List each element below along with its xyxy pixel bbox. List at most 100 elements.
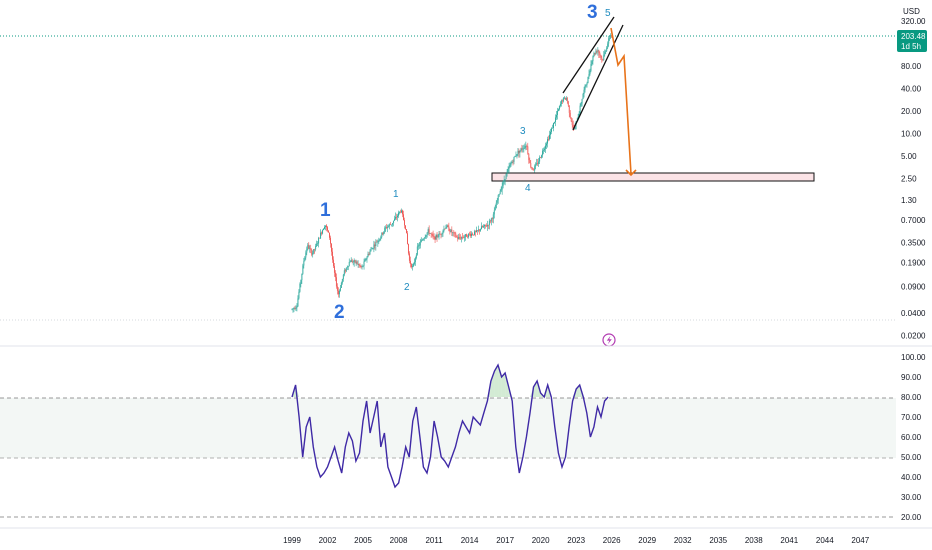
candle bbox=[397, 213, 399, 222]
candle bbox=[432, 230, 434, 240]
rsi-axis[interactable]: 100.00 90.00 80.00 70.00 60.00 50.00 40.00 30.0… bbox=[901, 353, 926, 522]
wave-label-small-3: 3 bbox=[520, 126, 526, 137]
candle bbox=[298, 289, 300, 300]
candle bbox=[521, 144, 523, 153]
candle bbox=[447, 224, 449, 228]
candle bbox=[501, 182, 503, 195]
candle bbox=[502, 180, 504, 189]
candle bbox=[437, 234, 439, 238]
time-tick-label: 2026 bbox=[603, 536, 621, 545]
price-axis[interactable]: USD 320.00160.0080.0040.0020.0010.005.00… bbox=[897, 7, 927, 341]
candle bbox=[350, 257, 352, 262]
candle bbox=[382, 232, 384, 236]
candle bbox=[497, 194, 499, 204]
candle bbox=[479, 229, 480, 235]
price-tick-label: 40.00 bbox=[901, 85, 922, 94]
candle bbox=[591, 59, 593, 66]
candle bbox=[542, 148, 544, 158]
candle bbox=[508, 162, 510, 174]
candle bbox=[407, 243, 409, 256]
price-tick-label: 0.0400 bbox=[901, 309, 926, 318]
candle bbox=[349, 260, 351, 263]
candle bbox=[581, 98, 583, 107]
candle bbox=[475, 230, 476, 237]
candle bbox=[533, 168, 535, 171]
projection-arrowhead bbox=[625, 169, 637, 177]
candle bbox=[535, 162, 537, 170]
candle bbox=[391, 224, 393, 227]
candle bbox=[386, 223, 388, 230]
rsi-band bbox=[0, 398, 896, 458]
candle bbox=[408, 251, 410, 264]
candle bbox=[422, 238, 424, 241]
price-tick-label: 5.00 bbox=[901, 152, 917, 161]
candle bbox=[461, 236, 463, 243]
candle bbox=[520, 147, 522, 152]
candle bbox=[365, 258, 367, 261]
candle bbox=[490, 217, 492, 226]
candle bbox=[538, 158, 540, 167]
candle bbox=[522, 145, 524, 153]
candle bbox=[436, 232, 438, 242]
candle bbox=[405, 225, 406, 230]
candle bbox=[511, 159, 513, 164]
candle bbox=[560, 99, 562, 107]
candle bbox=[291, 308, 293, 311]
candle bbox=[562, 97, 564, 103]
candle bbox=[480, 222, 482, 230]
candle bbox=[544, 146, 546, 152]
candle bbox=[597, 47, 599, 56]
candle bbox=[375, 239, 377, 251]
candle bbox=[390, 221, 392, 225]
candle bbox=[352, 260, 354, 266]
support-zone-box[interactable] bbox=[491, 172, 815, 182]
candle bbox=[411, 263, 413, 271]
candle bbox=[373, 240, 375, 253]
candle bbox=[516, 154, 518, 159]
rsi-tick-label: 30.00 bbox=[901, 493, 922, 502]
candle bbox=[563, 96, 565, 100]
time-tick-label: 2005 bbox=[354, 536, 372, 545]
candle bbox=[552, 124, 553, 129]
candle bbox=[324, 225, 326, 230]
candle bbox=[317, 241, 319, 247]
candle bbox=[453, 230, 455, 237]
candle bbox=[464, 234, 466, 242]
candle bbox=[537, 158, 539, 167]
candle bbox=[510, 161, 512, 167]
candle bbox=[480, 228, 481, 232]
price-tick-label: 0.1900 bbox=[901, 258, 926, 267]
candle bbox=[368, 252, 370, 256]
candle bbox=[383, 231, 385, 236]
candle bbox=[410, 263, 412, 269]
candle bbox=[506, 169, 508, 177]
wedge-lower-line[interactable] bbox=[572, 24, 624, 131]
time-axis[interactable]: 1999 2002 2005 2008 2011 2014 2017 2020 2023 2026… bbox=[283, 536, 870, 545]
candle bbox=[579, 103, 581, 115]
candle bbox=[608, 35, 610, 47]
projection-path[interactable] bbox=[610, 27, 632, 175]
candle bbox=[299, 282, 301, 293]
candle bbox=[610, 33, 612, 40]
candle bbox=[418, 242, 420, 249]
candle bbox=[313, 249, 315, 255]
candle bbox=[357, 260, 359, 268]
candle bbox=[564, 97, 566, 100]
candle bbox=[469, 231, 471, 236]
event-icon[interactable] bbox=[602, 333, 616, 347]
candle bbox=[409, 256, 411, 268]
candle bbox=[492, 212, 494, 224]
candle bbox=[367, 251, 369, 258]
candle bbox=[587, 76, 589, 84]
wedge-upper-line[interactable] bbox=[562, 16, 615, 94]
candle bbox=[452, 232, 454, 237]
candle bbox=[457, 234, 459, 242]
candle bbox=[487, 224, 489, 230]
candle bbox=[445, 224, 447, 229]
time-tick-label: 2011 bbox=[425, 536, 443, 545]
candle bbox=[371, 246, 373, 250]
candle bbox=[459, 233, 461, 240]
candle bbox=[515, 151, 517, 157]
candle bbox=[297, 295, 299, 307]
